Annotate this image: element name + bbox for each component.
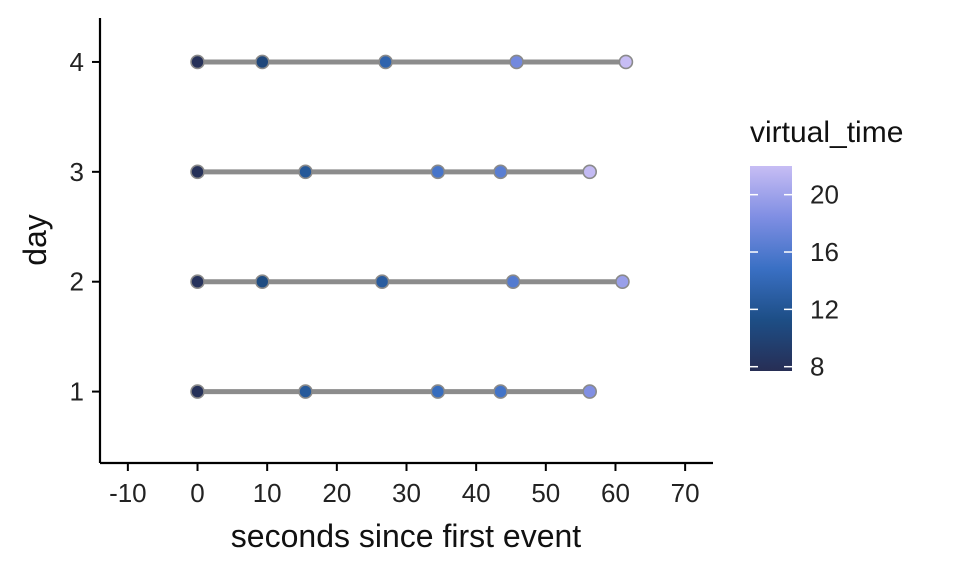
y-tick-label: 4 [70,47,84,77]
x-tick-label: 40 [462,478,491,508]
event-point [582,164,598,180]
event-point [493,164,508,180]
legend-title: virtual_time [750,116,903,149]
x-tick-label: 50 [531,478,560,508]
legend-tick-label: 16 [810,237,839,267]
x-tick-label: 0 [190,478,204,508]
event-point [493,384,508,399]
plot-area: -10 0 10 20 30 40 50 60 70 1 2 3 4 [70,18,713,508]
event-point [509,54,524,70]
color-legend: virtual_time 8 12 16 20 [750,116,903,382]
event-point [374,274,390,290]
event-point [430,164,446,180]
event-point [298,164,313,180]
legend-tick-label: 8 [810,352,824,382]
legend-tick-label: 12 [810,294,839,324]
event-point [190,164,205,180]
x-tick-label: 10 [253,478,282,508]
event-point [430,384,446,399]
y-tick-label: 3 [70,157,84,187]
legend-ticks: 8 12 16 20 [750,180,839,382]
day-segments [197,59,626,395]
x-axis-title: seconds since first event [231,518,582,554]
x-tick-label: 60 [601,478,630,508]
event-point [255,274,270,290]
legend-tick-label: 20 [810,180,839,210]
x-tick-label: -10 [109,478,147,508]
event-point [255,54,270,70]
y-tick-label: 2 [70,267,84,297]
event-point [505,274,521,290]
event-point [190,384,205,399]
event-point [582,384,598,399]
event-point [378,54,393,70]
x-tick-label: 30 [392,478,421,508]
event-points [190,54,634,399]
event-point [190,54,205,70]
x-tick-label: 70 [671,478,700,508]
event-point [618,54,634,70]
x-axis-ticks: -10 0 10 20 30 40 50 60 70 [109,463,700,508]
event-point [190,274,205,290]
event-point [298,384,313,399]
y-axis-title: day [17,214,53,266]
legend-colorbar [750,166,792,371]
y-axis-ticks: 1 2 3 4 [70,47,100,407]
y-tick-label: 1 [70,377,84,407]
event-point [615,274,630,290]
x-tick-label: 20 [322,478,351,508]
